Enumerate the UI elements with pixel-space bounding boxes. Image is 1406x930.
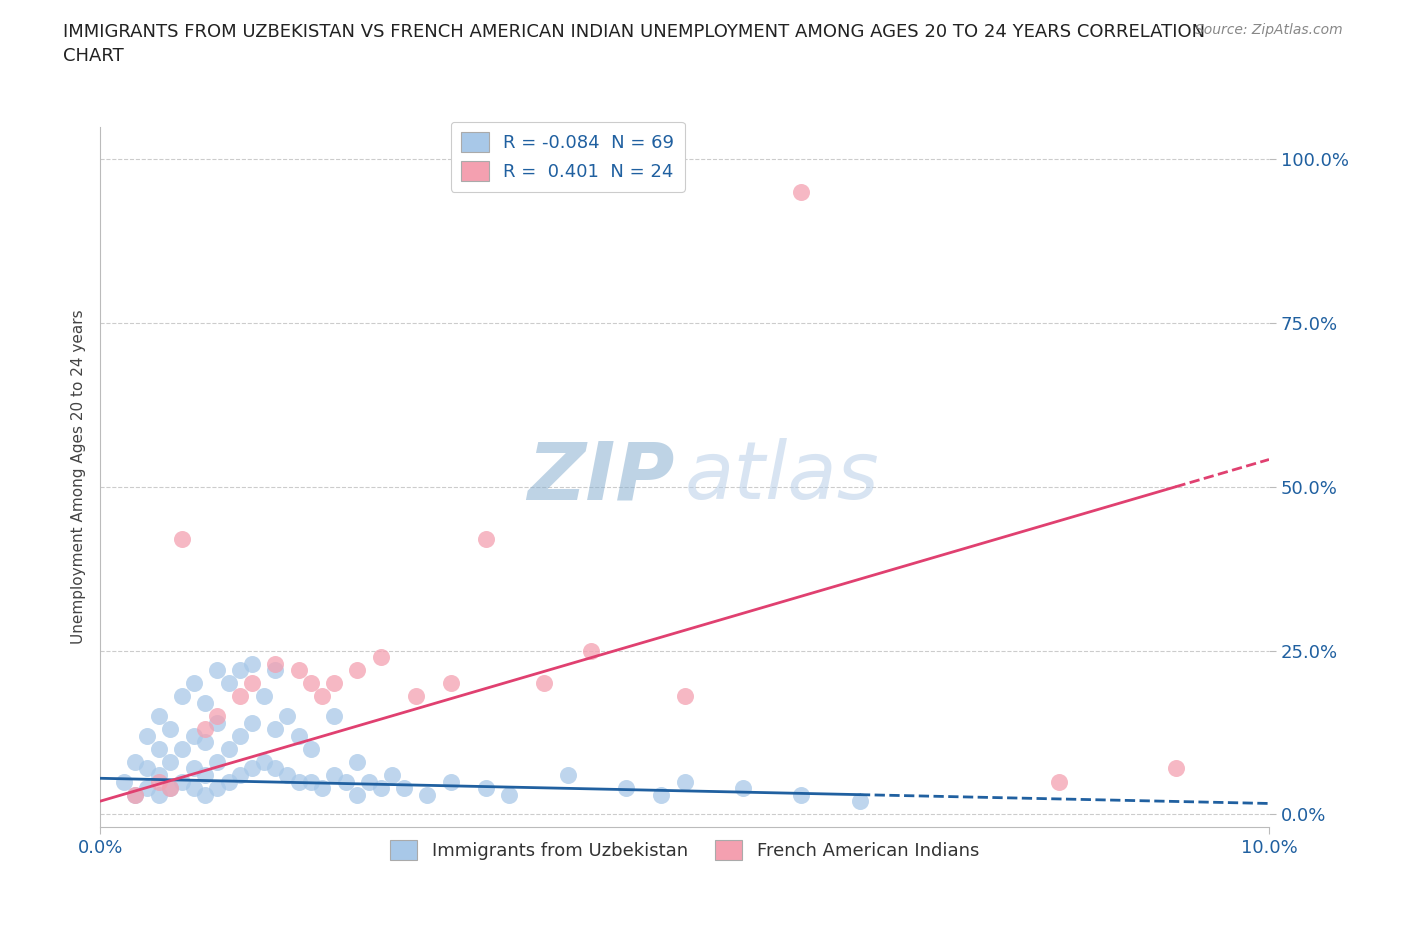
Point: [276, 767, 298, 782]
Legend: Immigrants from Uzbekistan, French American Indians: Immigrants from Uzbekistan, French Ameri…: [382, 833, 986, 868]
Point: [498, 787, 520, 802]
Point: [264, 722, 287, 737]
Point: [205, 715, 228, 730]
Point: [194, 767, 217, 782]
Point: [240, 676, 263, 691]
Point: [673, 689, 696, 704]
Point: [253, 754, 276, 769]
Point: [1164, 761, 1187, 776]
Point: [416, 787, 439, 802]
Point: [731, 780, 754, 795]
Point: [264, 663, 287, 678]
Point: [357, 774, 380, 789]
Point: [614, 780, 637, 795]
Point: [264, 761, 287, 776]
Point: [159, 754, 181, 769]
Point: [264, 657, 287, 671]
Point: [1047, 774, 1070, 789]
Point: [370, 780, 392, 795]
Point: [205, 754, 228, 769]
Point: [311, 780, 333, 795]
Text: IMMIGRANTS FROM UZBEKISTAN VS FRENCH AMERICAN INDIAN UNEMPLOYMENT AMONG AGES 20 : IMMIGRANTS FROM UZBEKISTAN VS FRENCH AME…: [63, 23, 1205, 65]
Point: [194, 696, 217, 711]
Point: [322, 709, 344, 724]
Point: [381, 767, 404, 782]
Point: [240, 657, 263, 671]
Point: [276, 709, 298, 724]
Point: [849, 794, 872, 809]
Point: [159, 780, 181, 795]
Point: [346, 754, 368, 769]
Point: [194, 787, 217, 802]
Point: [183, 676, 205, 691]
Point: [440, 774, 463, 789]
Point: [218, 676, 240, 691]
Point: [205, 780, 228, 795]
Point: [148, 774, 170, 789]
Point: [475, 532, 498, 547]
Point: [205, 709, 228, 724]
Point: [159, 780, 181, 795]
Point: [124, 754, 146, 769]
Point: [650, 787, 672, 802]
Point: [183, 780, 205, 795]
Y-axis label: Unemployment Among Ages 20 to 24 years: Unemployment Among Ages 20 to 24 years: [72, 310, 86, 644]
Point: [135, 780, 157, 795]
Point: [170, 532, 193, 547]
Point: [440, 676, 463, 691]
Point: [229, 663, 252, 678]
Point: [579, 644, 602, 658]
Text: atlas: atlas: [685, 438, 879, 516]
Point: [170, 774, 193, 789]
Point: [790, 787, 813, 802]
Point: [299, 676, 322, 691]
Point: [148, 741, 170, 756]
Point: [392, 780, 415, 795]
Point: [194, 735, 217, 750]
Point: [673, 774, 696, 789]
Point: [790, 185, 813, 200]
Point: [124, 787, 146, 802]
Point: [288, 774, 311, 789]
Point: [533, 676, 555, 691]
Point: [148, 787, 170, 802]
Point: [183, 761, 205, 776]
Point: [370, 650, 392, 665]
Point: [218, 774, 240, 789]
Point: [557, 767, 579, 782]
Point: [229, 728, 252, 743]
Point: [346, 663, 368, 678]
Point: [135, 728, 157, 743]
Point: [288, 663, 311, 678]
Text: Source: ZipAtlas.com: Source: ZipAtlas.com: [1195, 23, 1343, 37]
Point: [229, 689, 252, 704]
Point: [299, 741, 322, 756]
Point: [240, 715, 263, 730]
Point: [335, 774, 357, 789]
Point: [159, 722, 181, 737]
Point: [194, 722, 217, 737]
Point: [170, 689, 193, 704]
Point: [299, 774, 322, 789]
Point: [148, 709, 170, 724]
Point: [288, 728, 311, 743]
Point: [170, 741, 193, 756]
Point: [112, 774, 135, 789]
Point: [253, 689, 276, 704]
Point: [475, 780, 498, 795]
Point: [240, 761, 263, 776]
Point: [322, 767, 344, 782]
Point: [205, 663, 228, 678]
Text: ZIP: ZIP: [527, 438, 673, 516]
Point: [229, 767, 252, 782]
Point: [405, 689, 427, 704]
Point: [218, 741, 240, 756]
Point: [148, 767, 170, 782]
Point: [183, 728, 205, 743]
Point: [311, 689, 333, 704]
Point: [135, 761, 157, 776]
Point: [124, 787, 146, 802]
Point: [346, 787, 368, 802]
Point: [322, 676, 344, 691]
